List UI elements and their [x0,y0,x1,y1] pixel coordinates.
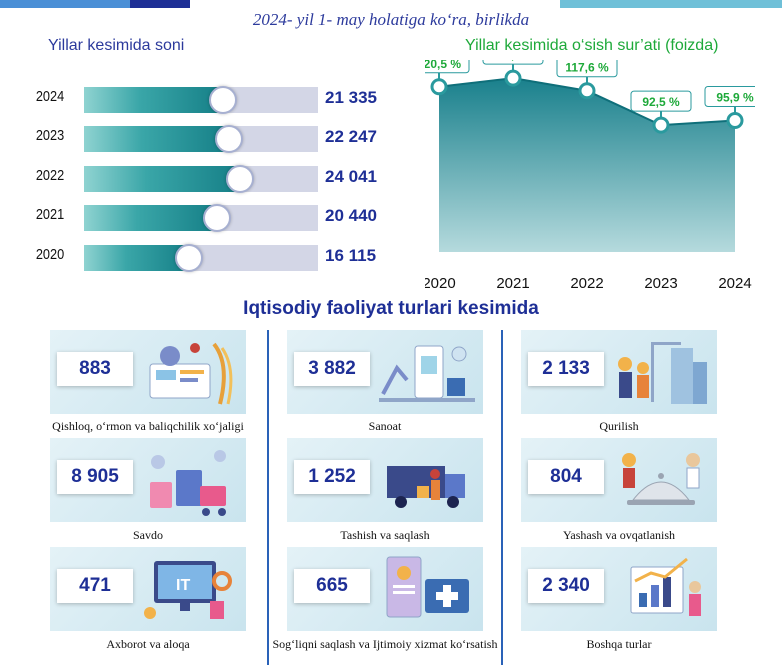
area-point-label: 95,9 % [704,85,755,113]
area-value-label: 95,9 % [716,90,754,104]
area-x-tick-label: 2020 [425,275,456,290]
bar-value-label: 21 335 [325,88,377,107]
bar-value-label: 16 115 [325,246,377,265]
bar-fill [84,126,229,152]
bar-row: 2020 16 115 [0,238,420,278]
bar-row: 2023 22 247 [0,119,420,159]
truck-icon [387,466,465,508]
bar-knob [174,244,203,272]
page-subtitle: 2024- yil 1- may holatiga ko‘ra, birlikd… [252,10,530,29]
bar-year-label: 2022 [35,167,65,184]
section-title: Iqtisodiy faoliyat turlari kesimida [243,298,539,319]
bar-value-label: 22 247 [325,127,377,146]
sector-value: 1 252 [294,460,370,494]
area-point [578,82,596,100]
area-value-label: 126,8 % [491,60,535,62]
sector-card-other: 2 340 [521,547,717,631]
svg-text:IT: IT [176,577,190,594]
horizontal-bar-chart: 2024 21 335 2023 22 247 2022 24 041 2021… [0,80,420,280]
sector-card-industry: 3 882 [287,330,483,414]
area-point [430,78,448,96]
column-divider [501,330,503,665]
bar-knob [202,204,231,232]
area-value-label: 120,5 % [425,60,461,71]
sector-value: 2 340 [528,569,604,603]
sector-value: 665 [294,569,370,603]
bar-knob [208,86,237,114]
sector-value: 2 133 [528,352,604,386]
bar-chart-title: Yillar kesimida soni [48,37,185,54]
sector-label: Axborot va aloqa [106,637,190,651]
bar-row: 2022 24 041 [0,159,420,199]
area-chart-title: Yillar kesimida o‘sish sur’ati (foizda) [465,37,719,54]
bar-value-label: 20 440 [325,206,377,225]
bar-knob [214,125,243,153]
factory-icon [379,345,475,402]
area-fill [439,78,735,252]
bar-knob [226,165,255,193]
sector-value: 8 905 [57,460,133,494]
sector-card-agriculture: 883 [50,330,246,414]
it-monitor-icon: IT [144,561,232,619]
area-x-tick-label: 2021 [496,275,529,290]
bar-year-label: 2021 [35,206,65,223]
sector-label: Tashish va saqlash [340,528,430,542]
sector-card-hospitality: 804 [521,438,717,522]
farm-icon [149,342,233,405]
area-point-label: 126,8 % [482,60,544,71]
area-value-label: 92,5 % [642,95,680,109]
sector-label: Savdo [133,528,163,542]
bar-row: 2021 20 440 [0,198,420,238]
sector-label: Sog‘liqni saqlash va Ijtimoiy xizmat ko‘… [272,637,498,651]
area-point [652,116,670,134]
area-x-tick-label: 2022 [570,275,603,290]
area-x-tick-label: 2024 [718,275,751,290]
area-point-label: 92,5 % [630,90,692,118]
bar-year-label: 2024 [35,88,65,105]
area-point [726,111,744,129]
cloche-icon [622,453,700,505]
area-point-label: 120,5 % [425,60,470,79]
area-x-tick-label: 2023 [644,275,677,290]
bar-row: 2024 21 335 [0,80,420,120]
bar-year-label: 2023 [35,127,65,144]
sector-value: 3 882 [294,352,370,386]
construction-icon [618,342,707,404]
area-point [504,69,522,87]
bar-fill [84,245,189,271]
sector-label: Boshqa turlar [586,637,652,651]
sector-value: 471 [57,569,133,603]
area-value-label: 117,6 % [565,61,609,75]
sector-label: Sanoat [368,419,402,433]
sector-card-transport: 1 252 [287,438,483,522]
bar-value-label: 24 041 [325,167,377,186]
sector-card-trade: 8 905 [50,438,246,522]
sector-value: 883 [57,352,133,386]
column-divider [267,330,269,665]
analytics-icon [630,557,701,616]
bar-fill [84,87,223,113]
bar-year-label: 2020 [35,246,65,263]
sector-label: Qurilish [599,419,639,433]
sector-label: Yashash va ovqatlanish [562,528,676,542]
sector-label: Qishloq, o‘rmon va baliqchilik xo‘jaligi [52,419,244,433]
sector-card-construction: 2 133 [521,330,717,414]
sector-card-ict: 471 IT [50,547,246,631]
bar-fill [84,205,217,231]
sector-card-health: 665 [287,547,483,631]
sector-value: 804 [528,460,604,494]
shopping-icon [150,450,226,516]
medical-icon [386,556,469,618]
top-decor-bar [0,0,782,8]
growth-area-chart: 120,5 % 2020 126,8 % 2021 117,6 % 2022 92,5 % 2… [425,60,755,290]
bar-fill [84,166,241,192]
area-point-label: 117,6 % [556,60,618,83]
